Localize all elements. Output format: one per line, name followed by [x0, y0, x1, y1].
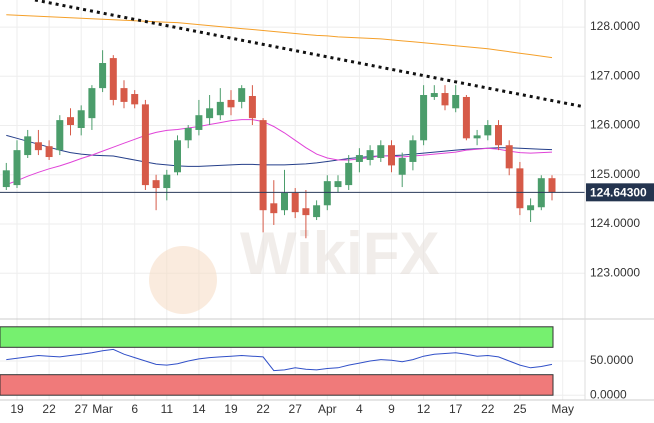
candle-body [270, 203, 278, 214]
y-tick-label: 125.0000 [590, 167, 640, 181]
watermark-logo [149, 246, 217, 314]
candle-body [345, 162, 353, 186]
y-tick-label: 0.0000 [590, 387, 627, 401]
candle-body [462, 96, 470, 139]
band [0, 374, 554, 396]
last-price-label: 124.64300 [590, 185, 647, 199]
candle-body [13, 150, 21, 186]
plot [0, 14, 585, 396]
candle-body [495, 125, 502, 146]
candle-body [77, 110, 85, 128]
x-tick-label: 6 [131, 402, 138, 416]
x-tick-label: Apr [318, 402, 337, 416]
candle-body [355, 155, 363, 162]
x-tick-label: Mar [92, 402, 113, 416]
band [0, 326, 554, 348]
candle-body [313, 205, 321, 218]
candle-body [505, 145, 513, 169]
watermark-text: WikiFX [240, 220, 439, 287]
x-tick-label: 14 [192, 402, 206, 416]
candle-body [398, 158, 406, 175]
candle-body [409, 140, 417, 162]
line [6, 348, 553, 372]
candle-body [131, 94, 139, 105]
candle-body [441, 93, 449, 106]
x-tick-label: 12 [417, 402, 431, 416]
candle-body [516, 168, 524, 209]
y-tick-label: 128.0000 [590, 19, 640, 33]
candle-body [56, 120, 64, 151]
candle-body [281, 192, 288, 211]
candle-body [109, 58, 117, 100]
candle-body [527, 205, 535, 211]
candle-body [24, 136, 32, 156]
candle-body [88, 88, 96, 119]
y-tick-label: 124.0000 [590, 216, 640, 230]
candle-body [195, 115, 203, 130]
candle-body [248, 95, 256, 119]
axes: 128.0000 127.0000 126.0000 125.0000 124.0000… [10, 19, 654, 416]
x-tick-label: 22 [256, 402, 270, 416]
x-tick-label: 22 [42, 402, 56, 416]
candle-body [206, 108, 214, 119]
candle-body [420, 95, 428, 141]
candle-body [473, 135, 481, 139]
x-tick-label: 17 [449, 402, 463, 416]
x-tick-label: 25 [513, 402, 527, 416]
candle-body [452, 95, 460, 109]
candle-body [120, 88, 128, 102]
x-tick-label: 9 [388, 402, 395, 416]
x-tick-label: 19 [224, 402, 238, 416]
candle-body [99, 63, 107, 89]
candle-body [259, 120, 267, 211]
candle-body [302, 208, 310, 216]
candle-body [334, 181, 342, 188]
last-price-box [586, 183, 654, 202]
y-tick-label: 123.0000 [590, 265, 640, 279]
candle-body [548, 178, 556, 193]
candle-body [366, 150, 374, 160]
trend-line [34, 0, 586, 109]
candle-body [67, 117, 74, 126]
candle-body [484, 125, 492, 136]
x-tick-label: 27 [75, 402, 89, 416]
candle-body [34, 142, 42, 151]
candle-body [141, 104, 149, 186]
candle-body [174, 140, 181, 173]
line [6, 14, 553, 59]
x-tick-label: May [551, 402, 574, 416]
candle-body [377, 145, 385, 159]
candle-body [163, 174, 171, 189]
candle-body [430, 93, 438, 97]
x-tick-label: 11 [161, 402, 174, 416]
line [6, 134, 553, 167]
x-tick-label: 19 [10, 402, 24, 416]
y-tick-label: 50.0000 [590, 353, 634, 367]
candle-body [227, 99, 235, 108]
candle-body [152, 180, 160, 189]
candle-body [291, 192, 299, 213]
candle-body [2, 170, 10, 188]
candle-body [388, 145, 395, 166]
candle-body [238, 88, 246, 102]
candle-body [45, 146, 53, 158]
line [6, 119, 553, 186]
candle-body [216, 101, 224, 116]
y-tick-label: 126.0000 [590, 118, 640, 132]
watermark: WikiFX [149, 220, 439, 314]
x-tick-label: 4 [356, 402, 363, 416]
y-tick-label: 127.0000 [590, 68, 640, 82]
x-tick-label: 27 [289, 402, 303, 416]
x-tick-label: 22 [481, 402, 495, 416]
candle-body [184, 127, 192, 141]
candle-body [323, 181, 331, 206]
